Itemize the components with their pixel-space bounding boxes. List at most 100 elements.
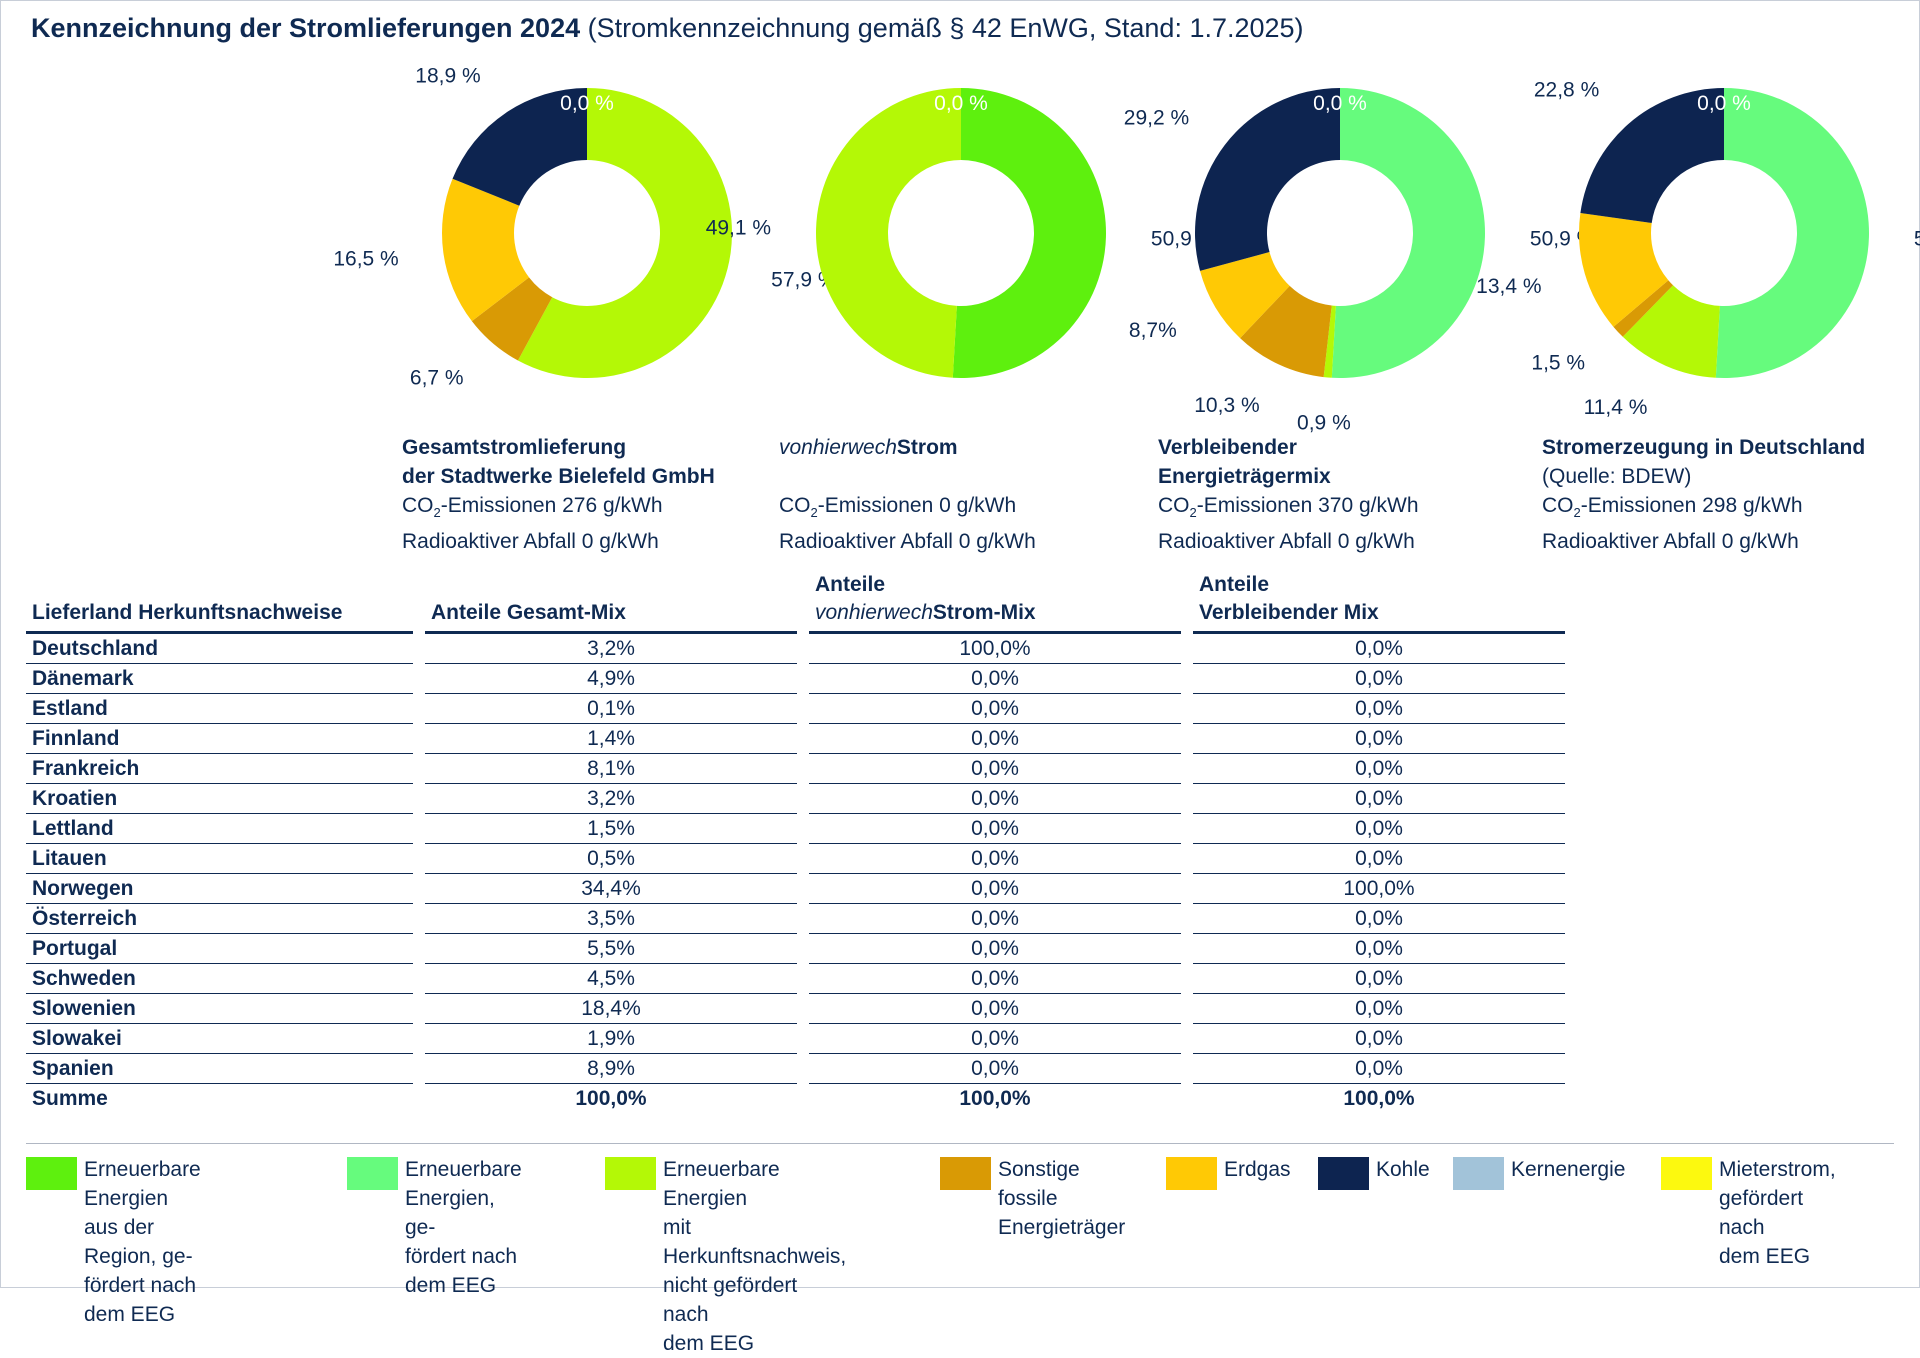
desc-gesamt: Gesamtstromlieferung der Stadtwerke Biel… [402, 433, 715, 556]
cell-total: 0,5% [425, 844, 797, 874]
desc-source: (Quelle: BDEW) [1542, 465, 1692, 488]
cell-rest: 0,0% [1193, 634, 1565, 664]
table-row: Dänemark 4,9% 0,0% 0,0% [26, 664, 1565, 694]
table-row: Lettland 1,5% 0,0% 0,0% [26, 814, 1565, 844]
table-row: Österreich 3,5% 0,0% 0,0% [26, 904, 1565, 934]
cell-total: 3,5% [425, 904, 797, 934]
cell-vhw: 0,0% [809, 994, 1181, 1024]
cell-country: Frankreich [26, 754, 413, 784]
slice-regional-eeg [952, 88, 1106, 378]
slice-fossil [471, 277, 553, 361]
desc-vonhierwechstrom: vonhierwechStrom CO2-Emissionen 0 g/kWh … [779, 433, 1036, 556]
cell-country: Spanien [26, 1054, 413, 1084]
cell-total: 0,1% [425, 694, 797, 724]
legend-label: Kernenergie [1511, 1158, 1626, 1181]
desc-heading-line: Gesamtstromlieferung [402, 436, 627, 459]
page-title: Kennzeichnung der Stromlieferungen 2024 … [31, 13, 1304, 44]
cell-vhw: 0,0% [809, 934, 1181, 964]
cell-rest: 0,0% [1193, 1054, 1565, 1084]
cell-vhw: 0,0% [809, 724, 1181, 754]
slice-hkn [517, 88, 733, 378]
slice-label: 6,7 % [410, 366, 464, 389]
cell-total: 3,2% [425, 634, 797, 664]
slice-coal [452, 88, 587, 206]
cell-total: 1,5% [425, 814, 797, 844]
table-row: Finnland 1,4% 0,0% 0,0% [26, 724, 1565, 754]
header-vhw: Anteile vonhierwechStrom-Mix [809, 571, 1181, 634]
slice-label: 16,5 % [333, 248, 398, 271]
legend-swatch [1318, 1157, 1369, 1190]
donut-chart-verbleibend: 50,9 % 0,9 % 10,3 % 8,7% 29,2 % 0,0 % [1124, 88, 1595, 434]
slice-label: 0,0 % [1697, 92, 1751, 115]
cell-vhw: 0,0% [809, 844, 1181, 874]
table-row: Schweden 4,5% 0,0% 0,0% [26, 964, 1565, 994]
cell-country: Kroatien [26, 784, 413, 814]
slice-label: 11,4 % [1584, 396, 1648, 419]
cell-vhw: 0,0% [809, 1054, 1181, 1084]
slice-label: 1,5 % [1531, 352, 1585, 375]
legend-swatch [26, 1157, 77, 1190]
slice-label: 13,4 % [1476, 275, 1541, 298]
waste-line: Radioaktiver Abfall 0 g/kWh [1158, 530, 1415, 554]
title-main: Kennzeichnung der Stromlieferungen 2024 [31, 13, 581, 43]
cell-rest: 0,0% [1193, 784, 1565, 814]
cell-country: Schweden [26, 964, 413, 994]
legend-label: Erneuerbare Energien, ge- fördert nach d… [405, 1158, 522, 1297]
slice-hkn [816, 88, 961, 378]
slice-hkn [1323, 305, 1336, 378]
cell-vhw: 0,0% [809, 874, 1181, 904]
table-row: Litauen 0,5% 0,0% 0,0% [26, 844, 1565, 874]
slice-eeg [1331, 88, 1485, 378]
slice-fossil [1613, 280, 1674, 337]
desc-heading-line: vonhierwechStrom [779, 436, 958, 459]
table-row: Deutschland 3,2% 100,0% 0,0% [26, 634, 1565, 664]
legend-label: Mieterstrom, gefördert nach dem EEG [1719, 1158, 1836, 1268]
waste-line: Radioaktiver Abfall 0 g/kWh [402, 530, 659, 554]
header-rest: Anteile Verbleibender Mix [1193, 571, 1565, 634]
slice-label: 8,7% [1129, 319, 1177, 342]
cell-total: 34,4% [425, 874, 797, 904]
cell-country: Portugal [26, 934, 413, 964]
table-row: Slowakei 1,9% 0,0% 0,0% [26, 1024, 1565, 1054]
waste-line: Radioaktiver Abfall 0 g/kWh [779, 530, 1036, 554]
legend-swatch [1661, 1157, 1712, 1190]
co2-line: CO2-Emissionen 370 g/kWh [1158, 494, 1419, 521]
cell-country: Finnland [26, 724, 413, 754]
slice-label: 29,2 % [1124, 106, 1189, 129]
legend-label: Erneuerbare Energien aus der Region, ge-… [84, 1158, 201, 1326]
cell-vhw: 100,0% [809, 634, 1181, 664]
legend-label: Sonstige fossile Energieträger [998, 1158, 1126, 1239]
cell-rest: 100,0% [1193, 874, 1565, 904]
table-row: Kroatien 3,2% 0,0% 0,0% [26, 784, 1565, 814]
cell-vhw: 0,0% [809, 694, 1181, 724]
table-row: Portugal 5,5% 0,0% 0,0% [26, 934, 1565, 964]
cell-vhw: 0,0% [809, 664, 1181, 694]
cell-total: 1,9% [425, 1024, 797, 1054]
slice-label: 18,9 % [415, 65, 480, 88]
slice-label: 0,9 % [1297, 411, 1351, 434]
cell-rest: 0,0% [1193, 664, 1565, 694]
cell-total: 8,9% [425, 1054, 797, 1084]
cell-vhw: 0,0% [809, 814, 1181, 844]
table-row: Frankreich 8,1% 0,0% 0,0% [26, 754, 1565, 784]
slice-label: 50,9 % [1914, 227, 1920, 250]
slice-label: 10,3 % [1194, 394, 1259, 417]
donut-chart-vonhierwechstrom: 50,9 %49,1 %0,0 % [706, 88, 1216, 378]
desc-heading-line: Verbleibender [1158, 436, 1297, 459]
cell-vhw: 100,0% [959, 1087, 1031, 1110]
table-row: Spanien 8,9% 0,0% 0,0% [26, 1054, 1565, 1084]
donut-chart-gesamt: 57,9 % 6,7 % 16,5 % 18,9 % 0,0 % [333, 65, 836, 390]
legend-swatch [940, 1157, 991, 1190]
slice-coal [1195, 88, 1340, 271]
origins-table: Lieferland Herkunftsnachweise Anteile Ge… [26, 571, 1565, 1113]
cell-country: Norwegen [26, 874, 413, 904]
legend-swatch [1453, 1157, 1504, 1190]
co2-line: CO2-Emissionen 0 g/kWh [779, 494, 1017, 521]
cell-rest: 0,0% [1193, 994, 1565, 1024]
legend-swatch [1166, 1157, 1217, 1190]
slice-gas [442, 178, 530, 322]
slice-label: 50,9 % [1530, 227, 1595, 250]
slice-gas [1579, 213, 1669, 327]
cell-rest: 0,0% [1193, 694, 1565, 724]
cell-rest: 0,0% [1193, 844, 1565, 874]
